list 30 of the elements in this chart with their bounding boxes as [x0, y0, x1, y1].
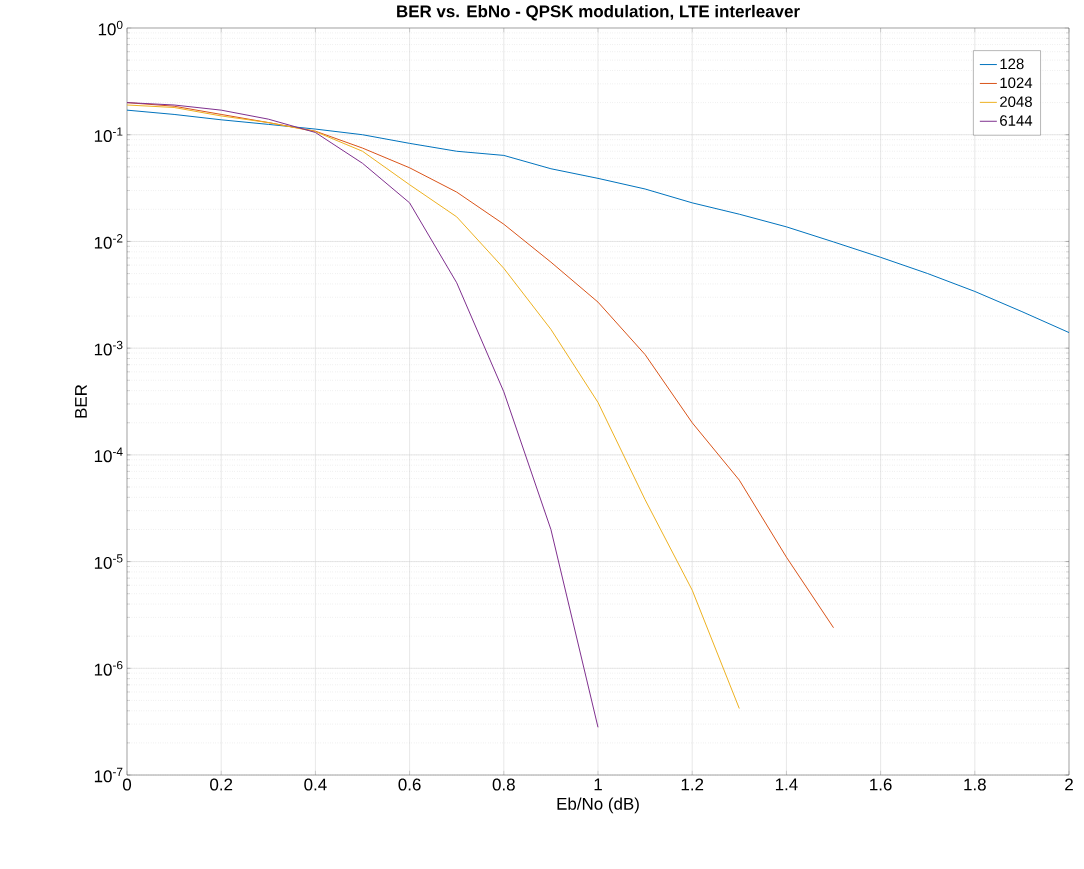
- y-tick-label: 10$^{-5}$: [94, 554, 123, 569]
- x-tick-label: 1.4: [775, 778, 798, 791]
- legend-label: 2048: [1000, 96, 1032, 107]
- line-series: [127, 102, 599, 728]
- chart-title: BER vs. EbNo - QPSK modulation, LTE interleaver: [397, 4, 800, 21]
- line-series: [127, 109, 1070, 334]
- x-tick-label: 0: [122, 778, 132, 791]
- y-tick-label: 10$^{-4}$: [94, 447, 123, 463]
- x-tick-label: 1.2: [681, 778, 704, 791]
- line-series: [127, 104, 740, 710]
- line-series: [127, 102, 835, 629]
- x-tick-label: 0.6: [398, 778, 421, 791]
- x-tick-label: 0.4: [304, 778, 327, 791]
- y-tick-label: 10$^{-1}$: [94, 127, 123, 143]
- y-tick-label: 10$^{-2}$: [94, 234, 123, 249]
- y-tick-label: 10$^{0}$: [98, 20, 123, 36]
- x-tick-label: 1.6: [870, 778, 892, 791]
- x-tick-label: 1.8: [964, 778, 986, 791]
- y-axis-title: BER: [75, 384, 87, 418]
- x-tick-label: 0.8: [492, 778, 515, 791]
- x-tick-label: 1: [594, 778, 602, 791]
- legend-label: 1024: [1000, 77, 1033, 89]
- legend-label: 6144: [1000, 115, 1033, 126]
- y-tick-label: 10$^{-7}$: [94, 767, 123, 783]
- x-tick-label: 0.2: [210, 778, 233, 791]
- legend-label: 128: [1000, 58, 1024, 70]
- y-tick-label: 10$^{-6}$: [94, 660, 123, 676]
- x-tick-label: 2: [1065, 778, 1073, 791]
- x-axis-title: Eb/No (dB): [557, 797, 639, 814]
- y-tick-label: 10$^{-3}$: [94, 340, 123, 356]
